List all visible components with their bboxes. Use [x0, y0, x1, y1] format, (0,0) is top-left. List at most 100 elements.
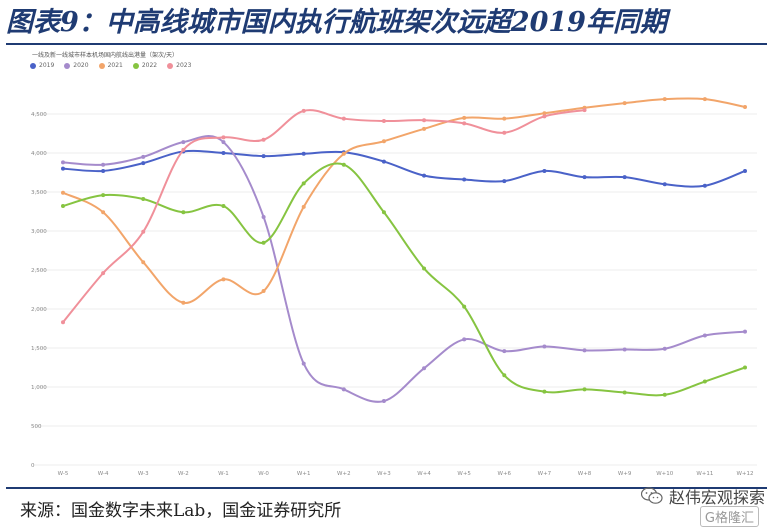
brand-block: 赵伟宏观探索: [640, 484, 765, 508]
data-point-2021: [141, 260, 146, 265]
legend-label: 2022: [141, 62, 158, 69]
data-point-2021: [101, 210, 106, 215]
data-point-2021: [662, 97, 667, 102]
data-point-2020: [301, 361, 306, 366]
series-line-2023: [62, 109, 586, 324]
data-point-2023: [261, 137, 266, 142]
data-point-2023: [341, 116, 346, 121]
data-point-2021: [181, 300, 186, 305]
footer-divider: [6, 487, 767, 489]
data-point-2021: [422, 126, 427, 131]
data-point-2022: [181, 210, 186, 215]
legend-swatch: [30, 62, 36, 69]
x-tick-label: W-3: [138, 471, 149, 477]
data-point-2019: [141, 161, 146, 166]
y-tick-label: 4,500: [31, 112, 47, 118]
legend-label: 2019: [39, 62, 55, 69]
data-point-2023: [181, 147, 186, 152]
legend-item-2019: 2019: [30, 62, 54, 69]
legend-swatch: [167, 62, 174, 69]
legend-item-2020: 2020: [64, 62, 89, 69]
y-tick-label: 3,000: [31, 229, 47, 235]
x-tick-label: W-0: [258, 471, 269, 477]
data-point-2023: [502, 130, 507, 135]
legend-item-2023: 2023: [167, 62, 191, 69]
x-tick-label: W+9: [618, 471, 632, 477]
data-point-2019: [101, 168, 106, 173]
y-tick-label: 1,000: [31, 385, 47, 391]
y-tick-label: 1,500: [31, 346, 47, 352]
data-point-2022: [622, 390, 627, 395]
source-note: 来源：国金数字未来Lab，国金证券研究所: [20, 501, 342, 521]
y-tick-label: 500: [31, 424, 42, 430]
data-point-2022: [381, 210, 386, 215]
series-line-2021: [62, 97, 746, 304]
data-point-2020: [381, 399, 386, 404]
data-point-2021: [702, 97, 707, 102]
data-point-2021: [301, 204, 306, 209]
data-point-2020: [261, 214, 266, 219]
x-tick-label: W-4: [98, 471, 109, 477]
x-tick-label: W+12: [736, 471, 753, 477]
x-tick-label: W-2: [178, 471, 189, 477]
legend-item-2022: 2022: [132, 62, 158, 69]
series-line-2020: [62, 134, 746, 403]
data-point-2019: [381, 159, 386, 164]
chart-legend: 2019 2020 2021 2022 2023: [30, 62, 191, 69]
data-point-2019: [582, 175, 587, 180]
data-point-2023: [381, 119, 386, 124]
data-point-2022: [141, 197, 146, 202]
y-tick-label: 3,500: [31, 190, 47, 196]
x-tick-label: W+11: [696, 471, 713, 477]
x-tick-label: W+5: [457, 471, 471, 477]
data-point-2020: [662, 346, 667, 351]
data-point-2023: [582, 108, 587, 113]
series-line-2022: [62, 162, 746, 397]
data-point-2019: [702, 183, 707, 188]
legend-swatch: [64, 62, 71, 69]
data-point-2023: [422, 118, 427, 123]
data-point-2020: [141, 154, 146, 159]
data-point-2022: [422, 266, 427, 271]
y-tick-label: 4,000: [31, 151, 47, 157]
data-point-2023: [301, 108, 306, 113]
x-tick-label: W+1: [297, 471, 311, 477]
data-point-2019: [502, 179, 507, 184]
data-point-2019: [221, 151, 226, 155]
x-tick-label: W+2: [337, 471, 351, 477]
legend-swatch: [132, 62, 139, 69]
x-tick-label: W-5: [58, 471, 69, 477]
data-point-2020: [702, 333, 707, 338]
data-point-2020: [221, 140, 226, 145]
data-point-2022: [341, 162, 346, 167]
data-point-2022: [743, 365, 747, 370]
data-point-2019: [261, 154, 266, 159]
data-point-2023: [221, 135, 226, 140]
data-point-2020: [101, 162, 106, 167]
data-point-2021: [381, 139, 386, 144]
data-point-2021: [622, 101, 627, 106]
title-divider: [6, 43, 767, 45]
data-point-2021: [61, 190, 65, 195]
data-point-2021: [341, 151, 346, 156]
data-point-2023: [462, 121, 467, 126]
x-tick-label: W+8: [578, 471, 592, 477]
data-point-2019: [422, 173, 427, 178]
x-tick-label: W+6: [498, 471, 512, 477]
data-point-2021: [462, 115, 467, 120]
data-point-2021: [261, 289, 266, 294]
legend-label: 2023: [176, 62, 192, 69]
data-point-2020: [422, 366, 427, 371]
data-point-2020: [743, 329, 747, 334]
y-tick-label: 2,000: [31, 307, 47, 313]
y-tick-label: 0: [31, 463, 35, 469]
data-point-2020: [622, 347, 627, 352]
data-point-2022: [702, 379, 707, 384]
data-point-2020: [542, 344, 547, 349]
data-point-2019: [662, 182, 667, 187]
chart-title: 图表9：中高线城市国内执行航班架次远超2019年同期: [6, 7, 667, 38]
x-tick-label: W+3: [377, 471, 391, 477]
data-point-2023: [141, 229, 146, 234]
data-point-2022: [101, 193, 106, 198]
